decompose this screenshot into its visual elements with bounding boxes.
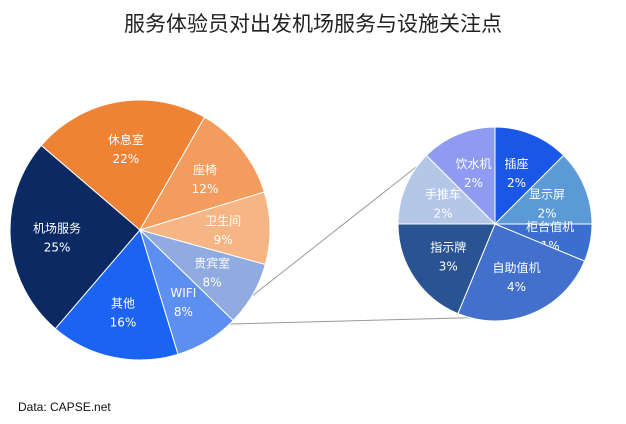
source-note: Data: CAPSE.net bbox=[18, 400, 111, 414]
breakdown-pie-slice-0-label: 插座 2% bbox=[505, 156, 529, 190]
main-pie-slice-2 bbox=[138, 116, 265, 231]
chart-title: 服务体验员对出发机场服务与设施关注点 bbox=[124, 12, 502, 36]
breakdown-pie-slice-3-label: 自助值机 4% bbox=[493, 260, 541, 294]
main-pie-slice-0-label: 机场服务 25% bbox=[33, 220, 81, 254]
breakdown-pie-slice-6-label: 饮水机 2% bbox=[455, 157, 491, 190]
main-pie-slice-2-label: 座椅 12% bbox=[192, 162, 219, 196]
breakdown-pie: 插座 2%显示屏 2%柜台值机 1%自助值机 4%指示牌 3%手推车 2%饮水机 2% bbox=[397, 126, 593, 322]
main-pie: 机场服务 25% 休息室 22% 座椅 12% 卫生间 9% 贵宾室 8%WIFI 8% 其他 16% bbox=[9, 99, 271, 361]
breakdown-pie-slice-4-label: 指示牌 3% bbox=[430, 239, 466, 273]
breakdown-pie-slice-3 bbox=[457, 223, 586, 322]
breakdown-pie-slice-5-label: 手推车 2% bbox=[425, 186, 461, 220]
breakdown-pie-slice-6 bbox=[425, 126, 496, 226]
main-pie-slice-4-label: 贵宾室 8% bbox=[194, 255, 230, 289]
main-pie-slice-6-label: 其他 16% bbox=[110, 296, 137, 329]
main-pie-slice-6 bbox=[54, 228, 179, 361]
main-pie-slice-0 bbox=[9, 144, 141, 330]
breakdown-pie-slice-4 bbox=[397, 223, 496, 315]
breakdown-pie-slice-5 bbox=[397, 154, 497, 225]
main-pie-slice-1-label: 休息室 22% bbox=[108, 132, 144, 166]
breakdown-pie-slice-1-label: 显示屏 2% bbox=[529, 187, 565, 220]
breakdown-pie-slice-1 bbox=[493, 154, 593, 225]
main-pie-slice-1 bbox=[40, 99, 206, 231]
breakdown-pie-slice-0 bbox=[494, 126, 565, 226]
main-pie-slice-3-label: 卫生间 9% bbox=[205, 214, 241, 247]
main-pie-slice-5-label: WIFI 8% bbox=[170, 286, 196, 319]
